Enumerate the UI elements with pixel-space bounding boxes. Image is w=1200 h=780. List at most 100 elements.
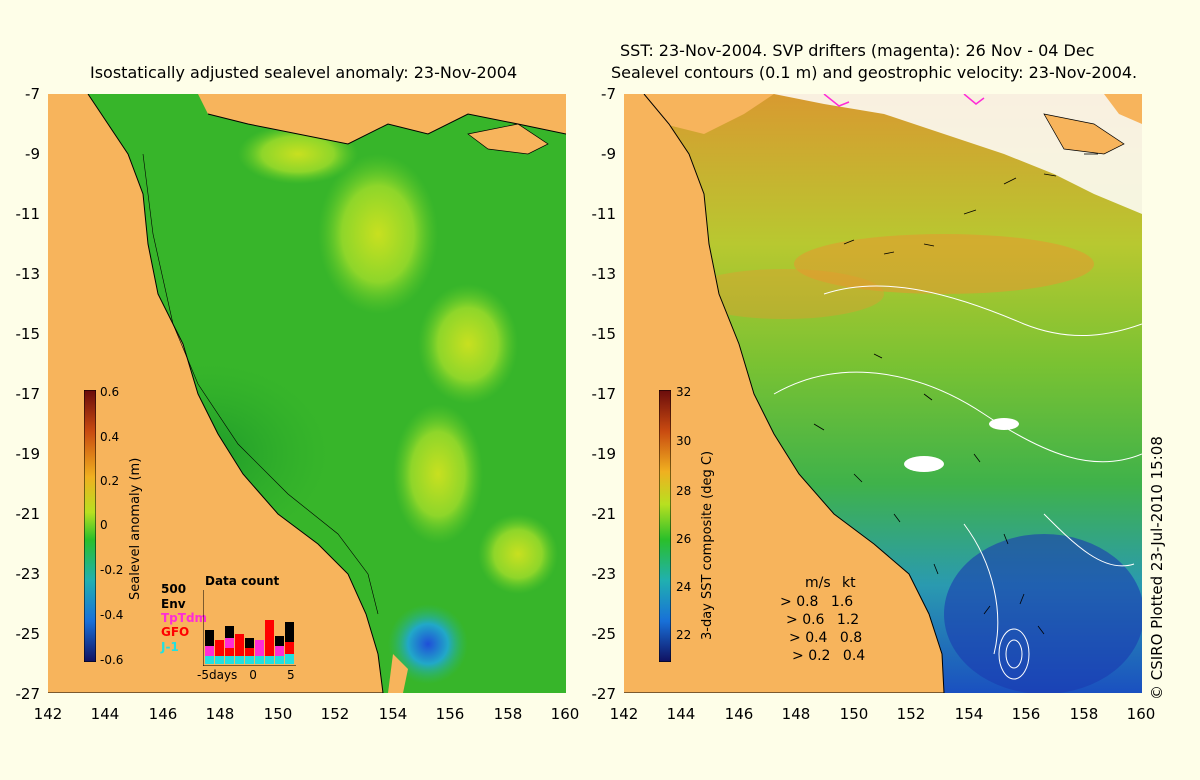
left-map-title: Isostatically adjusted sealevel anomaly:…	[90, 63, 518, 82]
x-tick: 150	[263, 705, 293, 723]
x-tick: 154	[954, 705, 984, 723]
sst-colorbar-tick: 24	[676, 580, 692, 594]
sealevel-colorbar-tick: 0.6	[100, 385, 120, 399]
y-tick: -19	[591, 445, 617, 463]
data-count-chart	[202, 590, 296, 667]
sealevel-colorbar-title: Sealevel anomaly (m)	[128, 457, 143, 600]
arrow-icon: >	[789, 630, 801, 646]
y-tick: -25	[15, 625, 41, 643]
velocity-legend-kt: 0.4	[842, 648, 866, 664]
sst-colorbar-tick: 28	[676, 484, 692, 498]
y-tick: -13	[15, 265, 41, 283]
arrow-icon: >	[786, 612, 798, 628]
sst-colorbar-svg	[658, 389, 672, 663]
right-map-title-line1: SST: 23-Nov-2004. SVP drifters (magenta)…	[620, 41, 1095, 60]
velocity-legend-ms: 0.8	[796, 594, 819, 610]
sst-colorbar-tick: 22	[676, 628, 692, 642]
data-count-scale: 500	[161, 582, 187, 596]
velocity-legend-kt: 1.6	[830, 594, 854, 610]
x-tick: 146	[148, 705, 178, 723]
data-count-x-start: -5	[197, 668, 209, 682]
velocity-arrows	[813, 153, 1098, 635]
x-tick: 158	[1069, 705, 1099, 723]
y-tick: -21	[591, 505, 617, 523]
x-tick: 160	[1126, 705, 1156, 723]
y-tick: -25	[591, 625, 617, 643]
x-tick: 148	[205, 705, 235, 723]
x-tick: 144	[666, 705, 696, 723]
y-tick: -11	[591, 205, 617, 223]
data-count-x-end: 5	[286, 668, 295, 682]
velocity-legend-ms: 0.6	[802, 612, 825, 628]
velocity-legend-kt: 0.8	[839, 630, 863, 646]
sealevel-colorbar-svg	[83, 389, 97, 663]
y-tick: -9	[601, 145, 616, 163]
sst-colorbar	[658, 389, 672, 663]
sst-colorbar-title: 3-day SST composite (deg C)	[700, 450, 715, 640]
y-tick: -15	[15, 325, 41, 343]
sst-map	[624, 93, 1144, 694]
legend-tptdm: TpTdm	[161, 611, 208, 625]
velocity-legend-row: > 0.2 0.4	[792, 648, 865, 664]
y-tick: -7	[25, 85, 40, 103]
x-tick: 158	[493, 705, 523, 723]
velocity-legend-kt: 1.2	[836, 612, 860, 628]
x-tick: 156	[1011, 705, 1041, 723]
x-tick: 142	[609, 705, 639, 723]
velocity-legend-row: > 0.8 1.6	[780, 594, 853, 610]
y-tick: -11	[15, 205, 41, 223]
y-tick: -17	[591, 385, 617, 403]
right-map-title-line2: Sealevel contours (0.1 m) and geostrophi…	[611, 63, 1138, 82]
data-count-chart-svg	[202, 590, 296, 667]
x-tick: 160	[550, 705, 580, 723]
velocity-legend-header-kt: kt	[842, 575, 856, 591]
y-tick: -13	[591, 265, 617, 283]
sst-colorbar-tick: 30	[676, 434, 692, 448]
sealevel-colorbar-tick: -0.6	[100, 653, 124, 667]
sealevel-colorbar-tick: -0.2	[100, 563, 124, 577]
data-count-title: Data count	[205, 574, 280, 588]
sst-colorbar-tick: 32	[676, 385, 692, 399]
y-tick: -27	[591, 685, 617, 703]
velocity-legend-row: > 0.4 0.8	[789, 630, 862, 646]
y-tick: -27	[15, 685, 41, 703]
plot-credit: © CSIRO Plotted 23-Jul-2010 15:08	[1148, 436, 1166, 700]
sealevel-colorbar-tick: 0	[100, 518, 108, 532]
sst-colorbar-tick: 26	[676, 532, 692, 546]
y-tick: -15	[591, 325, 617, 343]
x-tick: 142	[33, 705, 63, 723]
arrow-icon: >	[780, 594, 792, 610]
data-count-x-label: -5days 0 5	[197, 668, 295, 682]
x-tick: 146	[724, 705, 754, 723]
x-tick: 144	[90, 705, 120, 723]
data-count-x-zero: 0	[249, 668, 257, 682]
sealevel-colorbar-tick: 0.2	[100, 474, 120, 488]
x-tick: 156	[435, 705, 465, 723]
sealevel-colorbar	[83, 389, 97, 663]
y-tick: -9	[25, 145, 40, 163]
data-count-x-unit: days	[208, 668, 238, 682]
legend-env: Env	[161, 597, 186, 611]
velocity-legend-row: > 0.6 1.2	[786, 612, 859, 628]
x-tick: 152	[320, 705, 350, 723]
sealevel-colorbar-tick: 0.4	[100, 430, 120, 444]
sealevel-colorbar-tick: -0.4	[100, 608, 124, 622]
x-tick: 154	[378, 705, 408, 723]
x-tick: 152	[896, 705, 926, 723]
velocity-legend-ms: 0.2	[808, 648, 831, 664]
y-tick: -23	[15, 565, 41, 583]
legend-j1: J-1	[161, 640, 179, 654]
sealevel-anomaly-map-svg	[48, 93, 567, 694]
sst-map-svg	[624, 93, 1144, 694]
legend-gfo: GFO	[161, 625, 190, 639]
arrow-icon: >	[792, 648, 804, 664]
y-tick: -7	[601, 85, 616, 103]
y-tick: -19	[15, 445, 41, 463]
sealevel-anomaly-map	[48, 93, 567, 694]
velocity-legend-ms: 0.4	[805, 630, 828, 646]
y-tick: -17	[15, 385, 41, 403]
x-tick: 150	[839, 705, 869, 723]
data-count-bars	[205, 620, 294, 664]
velocity-legend-header-ms: m/s	[805, 575, 831, 591]
y-tick: -21	[15, 505, 41, 523]
